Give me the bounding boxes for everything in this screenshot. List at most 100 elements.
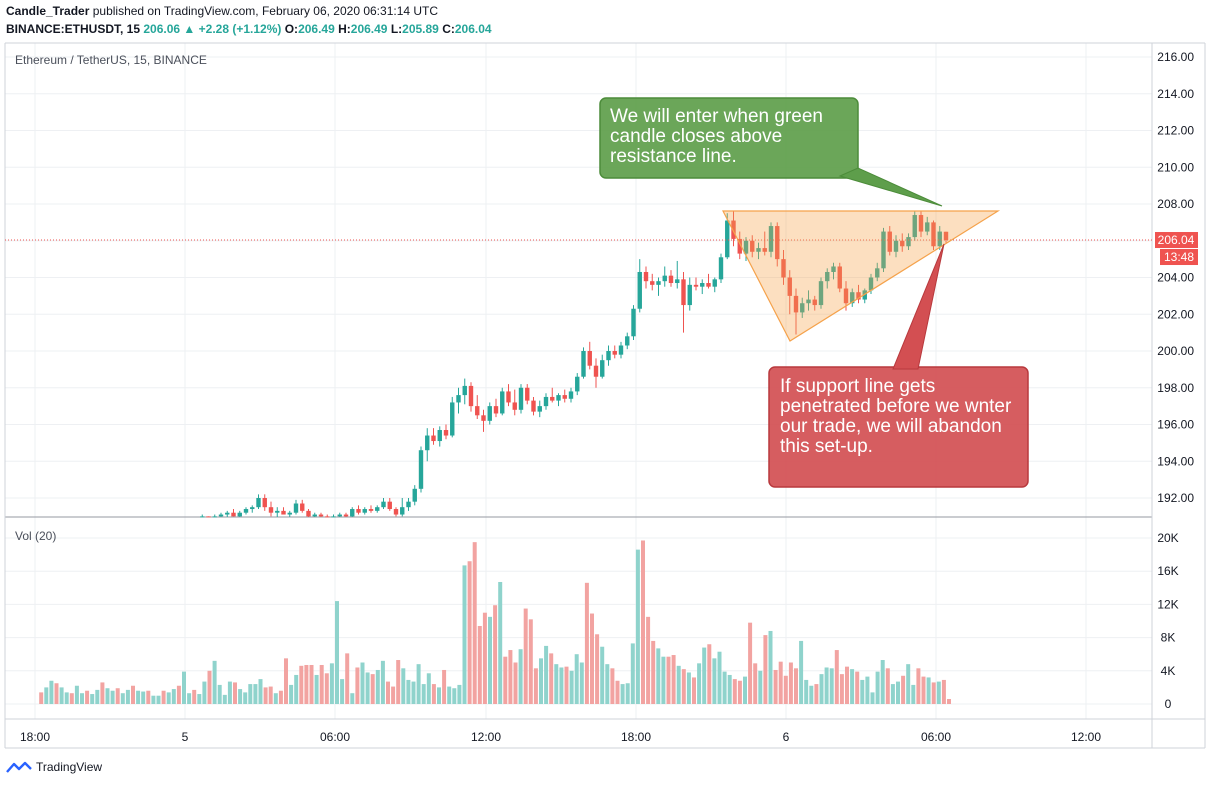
volume-bar	[855, 671, 860, 704]
time-tick-label: 6	[783, 730, 790, 744]
volume-bar	[284, 658, 288, 704]
volume-bar	[182, 671, 186, 704]
volume-bar	[115, 688, 120, 704]
candle-body	[262, 498, 267, 508]
publish-line: Candle_Trader published on TradingView.c…	[6, 4, 438, 18]
volume-bar	[921, 676, 926, 704]
volume-bar	[319, 664, 324, 704]
volume-bar	[416, 664, 421, 704]
candle-body	[218, 514, 224, 517]
chart-frame	[4, 42, 1206, 749]
candle-body	[306, 510, 311, 517]
candle-body	[237, 512, 242, 517]
volume-bar	[431, 684, 436, 704]
volume-bar	[625, 683, 630, 704]
volume-bar	[839, 674, 844, 704]
volume-bars	[39, 540, 951, 704]
volume-bar	[544, 645, 549, 704]
volume-tick-label: 4K	[1161, 664, 1176, 678]
volume-bar	[732, 679, 737, 704]
volume-bar	[289, 684, 294, 704]
volume-bar	[533, 668, 538, 704]
volume-bar	[528, 619, 533, 704]
volume-bar	[222, 694, 227, 704]
candle-body	[206, 516, 211, 518]
candle-body	[500, 391, 505, 414]
volume-bar	[671, 655, 676, 704]
volume-bar	[156, 695, 161, 704]
volume-bar	[681, 669, 686, 704]
candle-body	[737, 238, 742, 254]
volume-bar	[870, 692, 875, 704]
volume-bar	[646, 616, 651, 704]
volume-bar	[197, 694, 202, 704]
volume-bar	[39, 692, 44, 704]
volume-bar	[804, 679, 809, 704]
volume-bar	[569, 670, 574, 704]
candle-body	[418, 450, 424, 489]
candle-body	[537, 406, 542, 412]
price-tick-label: 192.00	[1157, 491, 1194, 505]
candle-body	[231, 512, 236, 517]
volume-bar	[737, 680, 742, 704]
candle-body	[518, 387, 524, 410]
volume-bar	[248, 684, 253, 704]
volume-bar	[253, 684, 258, 704]
volume-bar	[676, 665, 681, 704]
volume-bar	[508, 650, 513, 704]
volume-bar	[829, 668, 834, 704]
candle-body	[368, 509, 374, 511]
volume-bar	[666, 656, 671, 704]
time-axis-labels: 18:00 5 06:00 12:00 18:00 6 06:00 12:00	[20, 730, 1101, 744]
volume-bar	[482, 612, 487, 704]
time-tick-label: 06:00	[320, 730, 350, 744]
candle-body	[875, 268, 880, 278]
candle-body	[768, 226, 774, 252]
open-value: 206.49	[298, 22, 335, 36]
candle-body	[300, 503, 305, 511]
candle-body	[375, 507, 380, 511]
time-tick-label: 06:00	[921, 730, 951, 744]
volume-pane-title: Vol (20)	[15, 529, 57, 543]
candle-body	[837, 266, 842, 289]
volume-bar	[941, 679, 946, 704]
brand-footer[interactable]: TradingView	[6, 760, 102, 774]
volume-bar	[166, 692, 171, 704]
volume-tick-label: 0	[1165, 697, 1172, 711]
time-tick-label: 5	[182, 730, 189, 744]
volume-bar	[136, 690, 141, 704]
volume-bar	[824, 667, 829, 704]
candle-body	[712, 279, 717, 287]
volume-bar	[656, 648, 661, 704]
volume-bar	[610, 668, 615, 704]
volume-bar	[391, 686, 396, 704]
candle-body	[931, 222, 936, 247]
candle-body	[750, 240, 755, 252]
volume-bar	[340, 679, 345, 704]
volume-bar	[600, 646, 605, 704]
author-name[interactable]: Candle_Trader	[6, 4, 90, 18]
candle-body	[937, 231, 942, 247]
volume-bar	[309, 664, 314, 704]
volume-bar	[936, 681, 941, 704]
volume-bar	[171, 689, 176, 704]
volume-bar	[763, 635, 768, 704]
volume-bar	[692, 677, 696, 704]
volume-bar	[753, 663, 758, 704]
candle-body	[481, 415, 486, 421]
volume-bar	[141, 691, 146, 704]
time-tick-label: 18:00	[20, 730, 50, 744]
volume-bar	[64, 692, 69, 704]
volume-bar	[467, 561, 472, 704]
candle-body	[900, 240, 905, 247]
candle-body	[462, 385, 467, 396]
volume-bar	[314, 674, 319, 704]
volume-bar	[95, 689, 100, 704]
candle-body	[856, 292, 861, 300]
candle-body	[868, 277, 874, 291]
volume-bar	[380, 660, 385, 704]
volume-bar	[304, 664, 309, 704]
price-tick-label: 210.00	[1157, 160, 1194, 174]
volume-bar	[778, 661, 783, 704]
volume-bar	[335, 601, 339, 704]
